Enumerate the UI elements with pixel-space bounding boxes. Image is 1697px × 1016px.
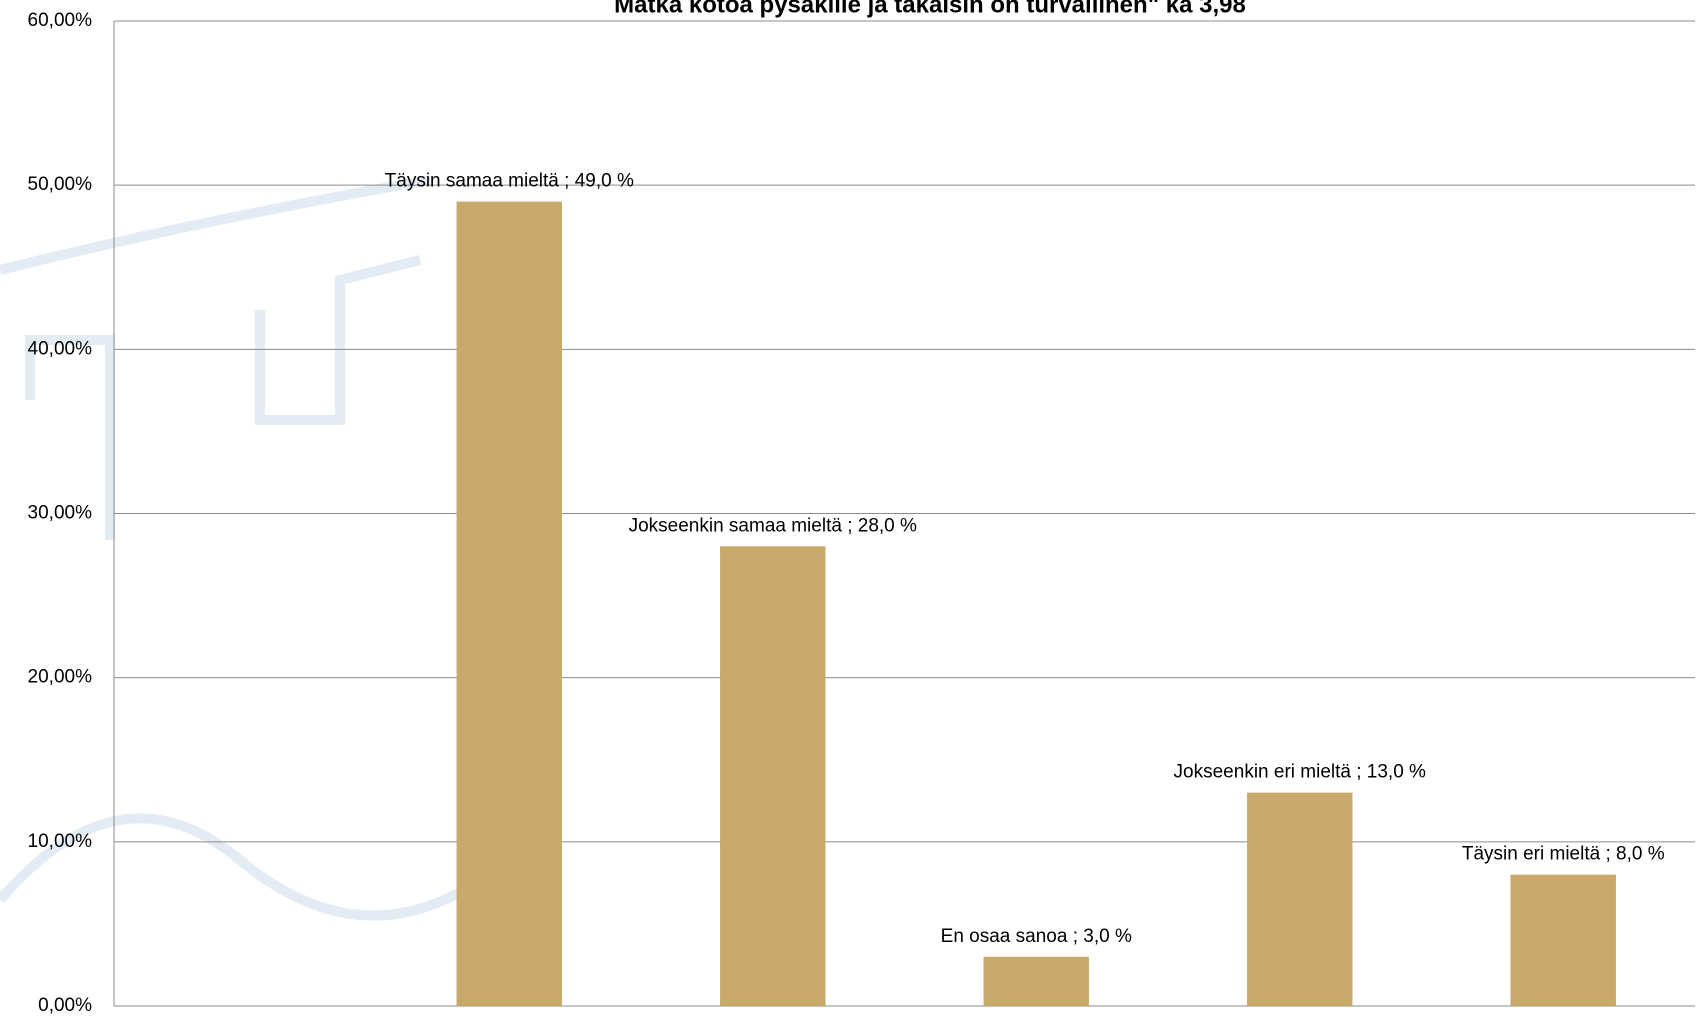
data-label: Jokseenkin eri mieltä ; 13,0 % [1174,762,1427,783]
y-tick-label: 30,00% [28,503,93,524]
bar [456,201,562,1007]
data-label: En osaa sanoa ; 3,0 % [941,926,1132,947]
y-tick-label: 60,00% [28,10,93,31]
data-label: Täysin samaa mieltä ; 49,0 % [385,171,634,192]
y-tick-label: 40,00% [28,338,93,359]
bar [1510,874,1616,1006]
bar [720,546,826,1006]
data-label: Jokseenkin samaa mieltä ; 28,0 % [629,515,917,536]
y-tick-label: 10,00% [28,831,93,852]
y-tick-label: 20,00% [28,667,93,688]
data-label: Täysin eri mieltä ; 8,0 % [1462,844,1665,865]
y-tick-label: 50,00% [28,174,93,195]
chart-title: Matka kotoa pysäkille ja takaisin on tur… [614,0,1246,18]
y-tick-label: 0,00% [38,995,92,1016]
watermark [0,175,483,921]
bar [983,956,1089,1006]
bar [1247,792,1353,1006]
